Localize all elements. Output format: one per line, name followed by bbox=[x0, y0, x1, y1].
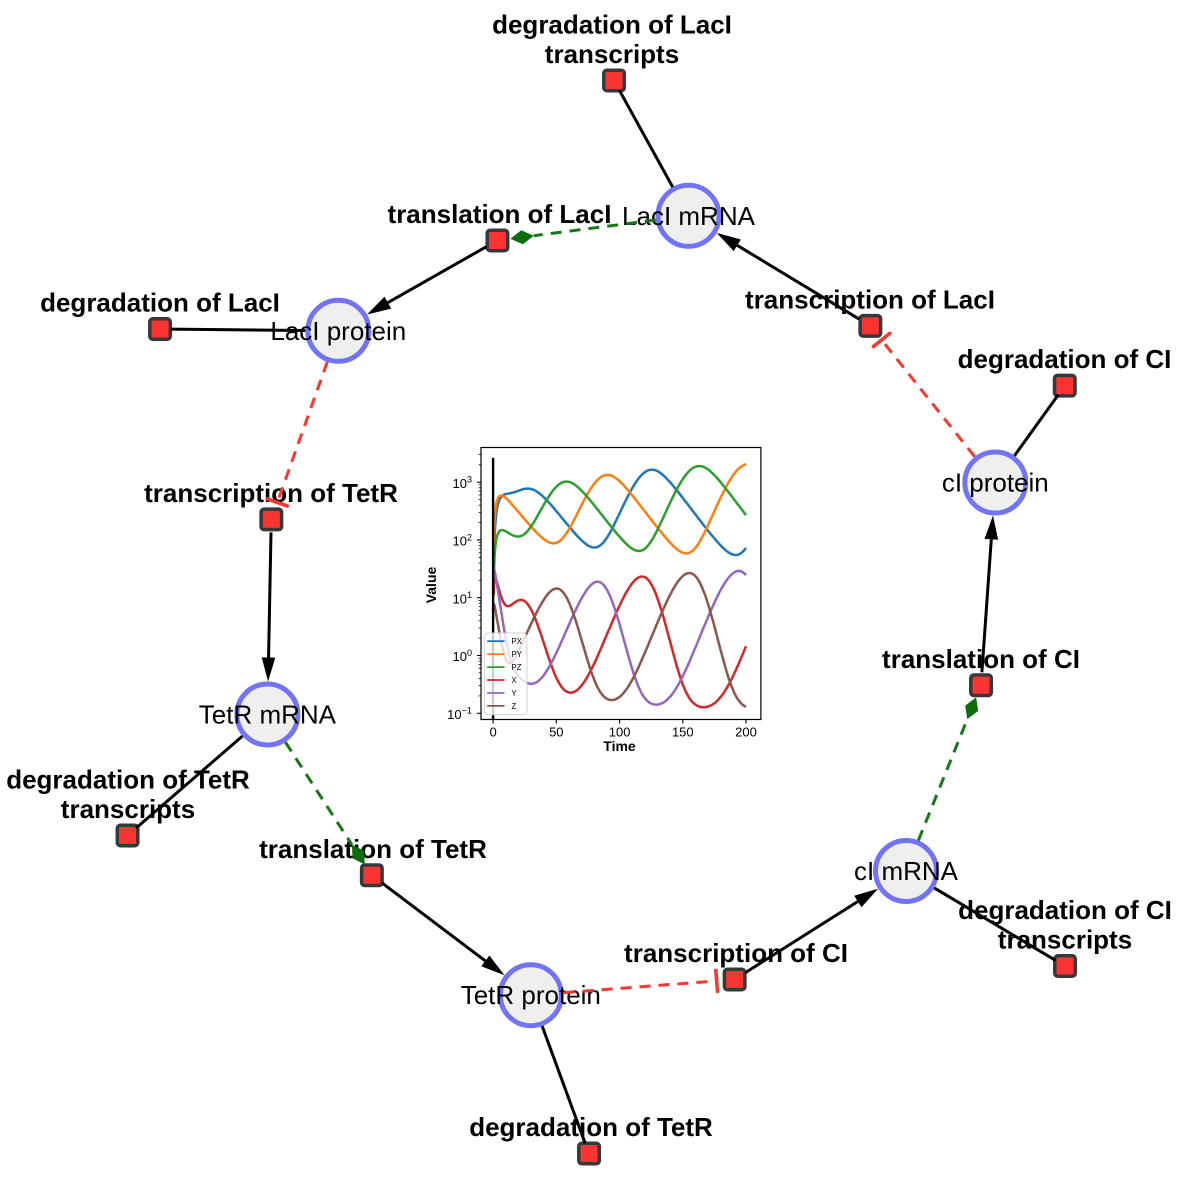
svg-text:cI protein: cI protein bbox=[942, 468, 1049, 498]
svg-text:degradation of CI: degradation of CI bbox=[958, 344, 1172, 374]
svg-text:Y: Y bbox=[512, 689, 518, 698]
svg-text:TetR mRNA: TetR mRNA bbox=[199, 700, 337, 730]
svg-text:10−1: 10−1 bbox=[447, 706, 472, 722]
svg-text:101: 101 bbox=[452, 590, 472, 606]
svg-text:transcription of LacI: transcription of LacI bbox=[745, 284, 995, 314]
svg-text:Time: Time bbox=[603, 738, 636, 754]
svg-text:PZ: PZ bbox=[512, 663, 522, 672]
svg-text:103: 103 bbox=[452, 475, 472, 491]
svg-text:PX: PX bbox=[512, 637, 523, 646]
svg-text:degradation of CI: degradation of CI bbox=[958, 895, 1172, 925]
svg-text:200: 200 bbox=[735, 725, 757, 740]
svg-text:transcripts: transcripts bbox=[545, 39, 679, 69]
svg-text:transcription of CI: transcription of CI bbox=[624, 938, 848, 968]
svg-text:transcripts: transcripts bbox=[61, 794, 195, 824]
svg-text:100: 100 bbox=[609, 725, 631, 740]
svg-text:PY: PY bbox=[512, 650, 523, 659]
svg-text:Value: Value bbox=[423, 567, 439, 604]
svg-text:100: 100 bbox=[452, 648, 472, 664]
svg-text:translation of LacI: translation of LacI bbox=[388, 199, 612, 229]
svg-text:degradation of LacI: degradation of LacI bbox=[40, 288, 280, 318]
svg-text:degradation of TetR: degradation of TetR bbox=[6, 764, 250, 794]
svg-text:50: 50 bbox=[549, 725, 563, 740]
svg-text:degradation of TetR: degradation of TetR bbox=[469, 1112, 713, 1142]
svg-text:102: 102 bbox=[452, 532, 472, 548]
svg-text:0: 0 bbox=[489, 725, 496, 740]
svg-text:TetR protein: TetR protein bbox=[461, 980, 601, 1010]
svg-text:degradation of LacI: degradation of LacI bbox=[492, 9, 732, 39]
svg-text:150: 150 bbox=[672, 725, 694, 740]
svg-text:cI mRNA: cI mRNA bbox=[854, 856, 959, 886]
svg-text:X: X bbox=[512, 676, 518, 685]
svg-text:transcription of TetR: transcription of TetR bbox=[144, 478, 398, 508]
svg-text:LacI mRNA: LacI mRNA bbox=[622, 201, 756, 231]
svg-text:Z: Z bbox=[512, 702, 517, 711]
svg-text:translation of TetR: translation of TetR bbox=[259, 834, 487, 864]
